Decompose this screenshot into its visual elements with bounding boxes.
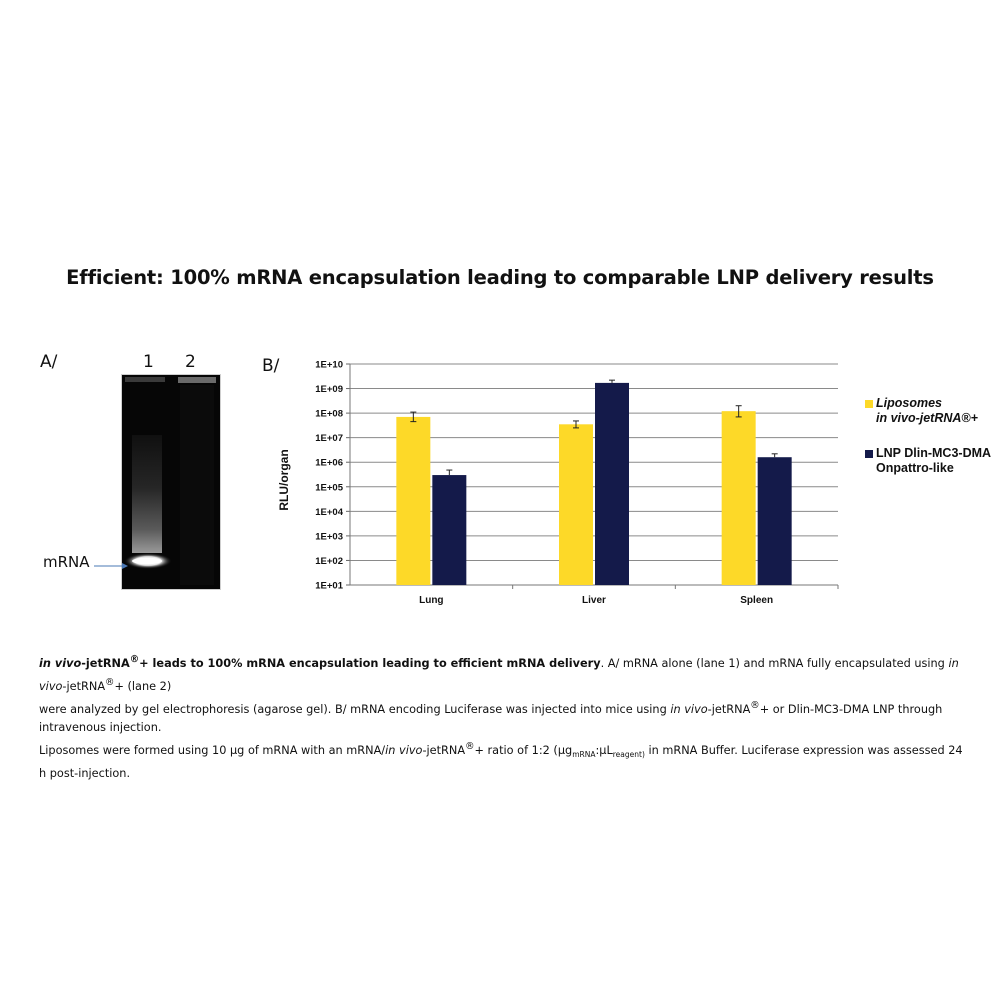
y-tick-label: 1E+02 bbox=[315, 556, 343, 567]
mrna-label: mRNA bbox=[43, 553, 90, 571]
caption-text: -jetRNA bbox=[62, 679, 106, 693]
well-2 bbox=[178, 377, 216, 383]
legend-label-liposomes-line2: in vivo-jetRNA®+ bbox=[876, 411, 978, 425]
caption-sup: ® bbox=[105, 676, 115, 688]
y-tick-label: 1E+04 bbox=[315, 507, 343, 518]
y-tick-label: 1E+10 bbox=[315, 360, 343, 371]
error-bar bbox=[609, 379, 615, 383]
y-tick-label: 1E+07 bbox=[315, 433, 343, 444]
error-bar bbox=[771, 453, 778, 458]
caption-text: + or Dlin-MC3-DMA LNP through intravenou… bbox=[39, 702, 943, 735]
error-bar bbox=[735, 405, 742, 418]
legend-swatch-lnp bbox=[865, 450, 873, 458]
bar-spleen-lnp bbox=[757, 457, 792, 585]
y-tick-label: 1E+08 bbox=[315, 409, 343, 420]
caption-text: were analyzed by gel electrophoresis (ag… bbox=[39, 702, 671, 716]
caption-line-2: were analyzed by gel electrophoresis (ag… bbox=[39, 696, 969, 738]
legend-swatch-liposomes bbox=[865, 400, 873, 408]
caption-text: :µL bbox=[595, 744, 613, 758]
error-bar bbox=[446, 469, 453, 476]
caption-line-1: in vivo-jetRNA®+ leads to 100% mRNA enca… bbox=[39, 650, 969, 696]
caption-sup: ® bbox=[465, 741, 475, 753]
caption-text: + (lane 2) bbox=[114, 679, 172, 693]
x-category-labels: Lung Liver Spleen bbox=[419, 595, 773, 606]
caption-italic: in vivo bbox=[385, 744, 423, 758]
y-tick-label: 1E+03 bbox=[315, 531, 343, 542]
lane-2-background bbox=[180, 385, 214, 585]
lane-2-label: 2 bbox=[185, 352, 196, 372]
bar-lung-lnp bbox=[432, 475, 467, 585]
error-bars bbox=[410, 379, 778, 476]
arrow-icon bbox=[94, 563, 128, 569]
caption-text: + ratio of 1:2 (µg bbox=[474, 744, 573, 758]
caption-sup: ® bbox=[750, 699, 760, 711]
caption-bold-text: + leads to 100% mRNA encapsulation leadi… bbox=[139, 656, 601, 670]
grid-lines bbox=[346, 363, 839, 589]
caption-sub: mRNA bbox=[572, 750, 596, 760]
mrna-band-core bbox=[132, 557, 162, 565]
caption-italic: in vivo bbox=[39, 656, 959, 693]
panel-b-label: B/ bbox=[262, 356, 280, 376]
figure-caption: in vivo-jetRNA®+ leads to 100% mRNA enca… bbox=[39, 650, 969, 783]
y-tick-label: 1E+01 bbox=[315, 581, 343, 592]
caption-bold-text: -jetRNA bbox=[81, 656, 130, 670]
lane-1-label: 1 bbox=[143, 352, 154, 372]
bar-chart: 1E+01 1E+02 1E+03 1E+04 1E+05 1E+06 1E+07 1E+08… bbox=[277, 360, 839, 606]
x-category-label: Lung bbox=[419, 595, 443, 606]
gel-bands bbox=[124, 377, 216, 585]
lane-1-smear bbox=[132, 435, 162, 553]
bar-spleen-liposomes bbox=[721, 411, 756, 585]
legend-label-lnp-line2: Onpattro-like bbox=[876, 461, 954, 475]
bar-lung-liposomes bbox=[396, 416, 431, 585]
caption-bold-italic: in vivo bbox=[39, 656, 82, 670]
caption-sub: reagent) bbox=[612, 750, 645, 760]
legend-label-lnp: LNP Dlin-MC3-DMA bbox=[876, 446, 992, 460]
y-tick-labels: 1E+01 1E+02 1E+03 1E+04 1E+05 1E+06 1E+07 1E+08… bbox=[315, 360, 343, 592]
caption-text: -jetRNA bbox=[707, 702, 751, 716]
y-axis-label: RLU/organ bbox=[277, 449, 291, 510]
caption-text: . A/ mRNA alone (lane 1) and mRNA fully … bbox=[600, 656, 949, 670]
y-tick-label: 1E+06 bbox=[315, 458, 343, 469]
x-category-label: Spleen bbox=[740, 595, 773, 606]
gel-image bbox=[121, 374, 221, 590]
legend-label-liposomes: Liposomes bbox=[876, 396, 942, 410]
caption-text: Liposomes were formed using 10 µg of mRN… bbox=[39, 744, 386, 758]
bar-liver-lnp bbox=[595, 382, 629, 585]
bar-liver-liposomes bbox=[559, 424, 593, 585]
bars bbox=[396, 382, 792, 585]
y-tick-label: 1E+09 bbox=[315, 384, 343, 395]
x-category-label: Liver bbox=[582, 595, 606, 606]
page-title: Efficient: 100% mRNA encapsulation leadi… bbox=[66, 266, 934, 289]
well-1 bbox=[125, 377, 165, 382]
caption-text: -jetRNA bbox=[422, 744, 466, 758]
caption-sup: ® bbox=[129, 654, 140, 665]
caption-italic: in vivo bbox=[670, 702, 708, 716]
caption-line-3: Liposomes were formed using 10 µg of mRN… bbox=[39, 737, 969, 783]
error-bar bbox=[410, 411, 417, 423]
panel-a-label: A/ bbox=[40, 352, 58, 372]
y-tick-label: 1E+05 bbox=[315, 482, 343, 493]
error-bar bbox=[573, 420, 579, 429]
caption-text: in mRNA Buffer. Luciferase expression wa… bbox=[39, 744, 963, 781]
